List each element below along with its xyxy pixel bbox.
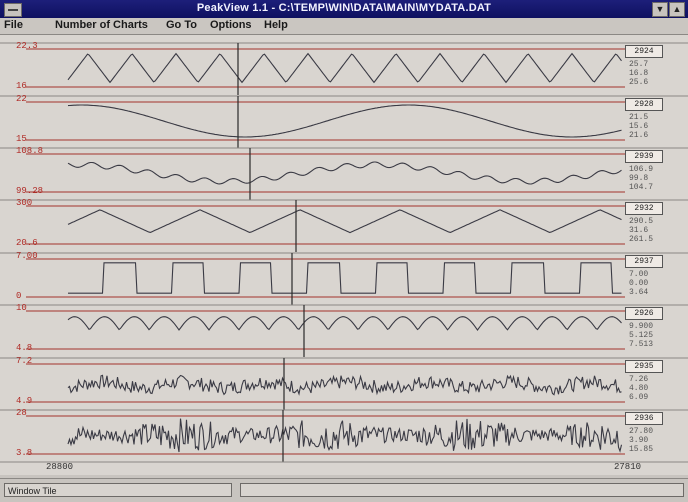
x-start-label: 28800 — [46, 462, 74, 472]
channel-4-readout-3: 261.5 — [629, 235, 654, 244]
channel-6-id-box[interactable]: 2926 — [625, 307, 663, 320]
minimize-icon: ▼ — [655, 4, 665, 14]
channel-3-trace — [67, 161, 622, 185]
channel-4-ymax: 300 — [16, 198, 33, 208]
channel-5-readout-1: 7.00 — [629, 270, 649, 279]
channel-3-ymax: 108.8 — [16, 146, 44, 156]
channel-2-readout-1: 21.5 — [629, 113, 649, 122]
channel-8-ymax: 28 — [16, 408, 27, 418]
channel-5-readout-3: 3.64 — [629, 288, 649, 297]
channel-2-ymin: 15 — [16, 134, 27, 144]
channel-5-ymax: 7.00 — [16, 251, 38, 261]
channel-7-trace — [67, 374, 622, 396]
channel-2-readout-3: 21.6 — [629, 131, 649, 140]
channel-6-ymax: 10 — [16, 303, 27, 313]
chart-area: 22.3 16 2924 25.7 16.8 25.6 22 15 2928 21.5 15.6 21… — [0, 35, 688, 475]
maximize-icon: ▲ — [672, 4, 682, 14]
channel-5-readout-2: 0.00 — [629, 279, 649, 288]
channel-6-trace — [67, 316, 622, 331]
menu-options[interactable]: Options — [210, 19, 252, 31]
channel-4-readout-1: 290.5 — [629, 217, 654, 226]
menu-number-of-charts[interactable]: Number of Charts — [55, 19, 148, 31]
channel-7-ymax: 7.2 — [16, 356, 33, 366]
channel-6-readout-3: 7.513 — [629, 340, 654, 349]
channel-2-readout-2: 15.6 — [629, 122, 649, 131]
channel-3-id-box[interactable]: 2939 — [625, 150, 663, 163]
channel-1-ymin: 16 — [16, 81, 27, 91]
channel-7-ymin: 4.9 — [16, 396, 33, 406]
menu-file[interactable]: File — [4, 19, 23, 31]
status-left-panel: Window Tile — [4, 483, 232, 497]
maximize-button[interactable]: ▲ — [669, 2, 685, 17]
channel-7-readout-2: 4.80 — [629, 384, 649, 393]
channel-2-id-box[interactable]: 2928 — [625, 98, 663, 111]
channel-1-ymax: 22.3 — [16, 41, 38, 51]
menu-bar: File Number of Charts Go To Options Help — [0, 18, 688, 35]
channel-5-ymin: 0 — [16, 291, 22, 301]
channel-3-readout-1: 106.9 — [629, 165, 654, 174]
channel-5-id-box[interactable]: 2937 — [625, 255, 663, 268]
channel-8-readout-3: 15.85 — [629, 445, 654, 454]
channel-6-readout-2: 5.125 — [629, 331, 654, 340]
system-menu-button[interactable] — [4, 3, 22, 17]
title-bar: PeakView 1.1 - C:\TEMP\WIN\DATA\MAIN\MYD… — [0, 0, 688, 18]
channel-1-readout-3: 25.6 — [629, 78, 649, 87]
channel-1-readout-1: 25.7 — [629, 60, 649, 69]
minimize-button[interactable]: ▼ — [652, 2, 668, 17]
channel-4-ymin: 20.6 — [16, 238, 38, 248]
channel-1-readout-2: 16.8 — [629, 69, 649, 78]
status-bar: Window Tile — [0, 478, 688, 502]
window-title: PeakView 1.1 - C:\TEMP\WIN\DATA\MAIN\MYD… — [196, 2, 492, 14]
channel-8-ymin: 3.8 — [16, 448, 33, 458]
x-end-label: 27810 — [614, 462, 642, 472]
channel-6-readout-1: 9.900 — [629, 322, 654, 331]
channel-3-readout-3: 104.7 — [629, 183, 654, 192]
channel-5-trace — [68, 262, 622, 294]
menu-help[interactable]: Help — [264, 19, 288, 31]
channel-7-id-box[interactable]: 2935 — [625, 360, 663, 373]
channel-1-trace — [67, 52, 622, 84]
menu-go-to[interactable]: Go To — [166, 19, 197, 31]
channel-7-readout-1: 7.26 — [629, 375, 649, 384]
channel-8-trace — [67, 418, 623, 453]
channel-4-readout-2: 31.6 — [629, 226, 649, 235]
channel-6-ymin: 4.8 — [16, 343, 33, 353]
status-right-panel — [240, 483, 684, 497]
channel-4-trace — [67, 209, 622, 234]
channel-2-trace — [67, 104, 622, 138]
channel-3-ymin: 99.28 — [16, 186, 44, 196]
channel-4-id-box[interactable]: 2932 — [625, 202, 663, 215]
channel-3-readout-2: 99.8 — [629, 174, 649, 183]
channel-7-readout-3: 6.09 — [629, 393, 649, 402]
channel-8-readout-1: 27.80 — [629, 427, 654, 436]
channel-1-id-box[interactable]: 2924 — [625, 45, 663, 58]
minus-icon — [8, 9, 18, 11]
channel-8-readout-2: 3.90 — [629, 436, 649, 445]
channel-2-ymax: 22 — [16, 94, 27, 104]
channel-8-id-box[interactable]: 2936 — [625, 412, 663, 425]
chart-plot — [0, 42, 688, 463]
